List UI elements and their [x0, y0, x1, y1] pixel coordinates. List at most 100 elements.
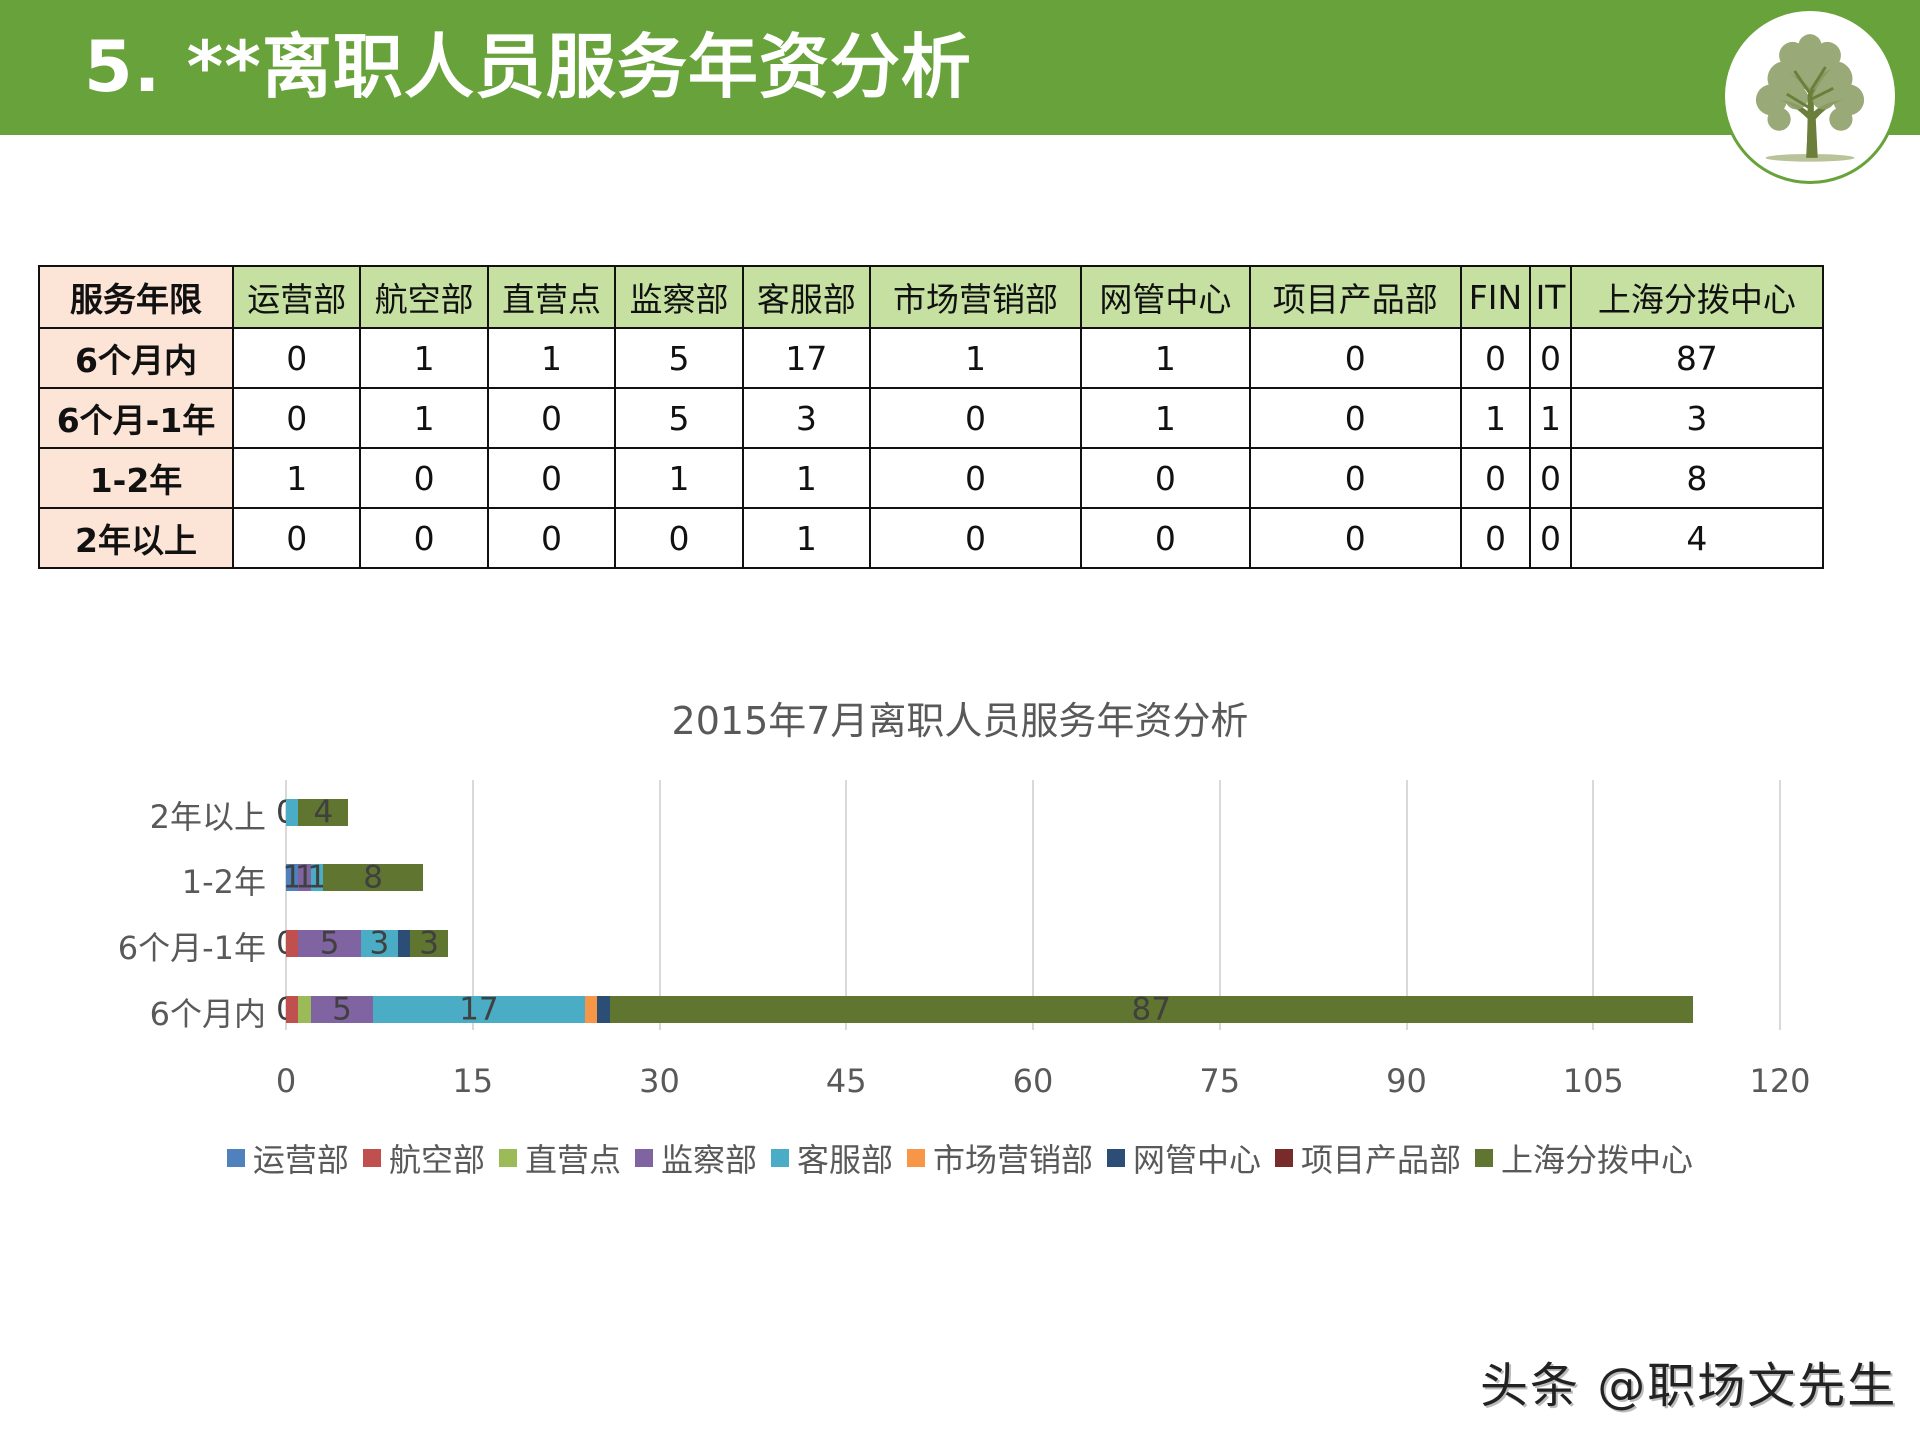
table-header-row: 服务年限 运营部 航空部 直营点 监察部 客服部 市场营销部 网管中心 项目产品… — [38, 265, 1825, 329]
column-header: IT — [1529, 265, 1572, 329]
service-tenure-table: 服务年限 运营部 航空部 直营点 监察部 客服部 市场营销部 网管中心 项目产品… — [38, 265, 1825, 569]
table-cell: 0 — [1529, 447, 1572, 509]
stacked-bar: 015313 — [276, 928, 448, 959]
category-label: 1-2年 — [181, 863, 266, 901]
table-cell: 4 — [1569, 507, 1825, 569]
table-cell: 0 — [1079, 447, 1251, 509]
table-cell: 1 — [359, 327, 489, 389]
legend-item: 市场营销部 — [907, 1135, 1093, 1181]
row-header: 2年以上 — [38, 507, 234, 569]
legend-label: 航空部 — [388, 1141, 485, 1179]
table-cell: 1 — [359, 387, 489, 449]
legend-item: 项目产品部 — [1275, 1135, 1461, 1181]
legend-label: 网管中心 — [1133, 1141, 1262, 1179]
bar-segment: 1 — [597, 996, 610, 1023]
column-header: 运营部 — [231, 265, 362, 329]
legend-item: 上海分拨中心 — [1475, 1135, 1693, 1181]
table-row: 1-2年 1 0 0 1 1 0 0 0 0 0 8 — [38, 447, 1825, 509]
column-header: FIN — [1459, 265, 1532, 329]
bar-segment: 3 — [360, 928, 399, 959]
bar-segment: 87 — [609, 991, 1693, 1027]
legend-label: 运营部 — [252, 1141, 349, 1179]
table-row: 6个月-1年 0 1 0 5 3 0 1 0 1 1 3 — [38, 387, 1825, 449]
chart-legend: 运营部 航空部 直营点 监察部 客服部 市场营销部 网管中心 项目产品部 上海分拨中心 — [0, 1135, 1920, 1181]
legend-label: 直营点 — [524, 1141, 621, 1179]
table-cell: 0 — [1459, 447, 1532, 509]
chart-title: 2015年7月离职人员服务年资分析 — [671, 699, 1249, 743]
bar-segment: 5 — [310, 994, 374, 1025]
watermark: 头条 @职场文先生 — [1480, 1358, 1898, 1414]
table-cell: 1 — [486, 327, 617, 389]
bar-segment: 1 — [584, 996, 598, 1023]
gridline — [1405, 780, 1408, 1030]
bar-segment: 1 — [298, 996, 311, 1023]
bar-segment: 1 — [282, 862, 302, 893]
bar-segment: 1 — [307, 862, 327, 893]
category-label: 6个月内 — [149, 995, 266, 1033]
table-cell: 0 — [869, 507, 1082, 569]
table-cell: 0 — [486, 447, 617, 509]
stacked-bar: 0115171187 — [276, 991, 1693, 1027]
gridline — [471, 780, 474, 1030]
gridline — [1032, 780, 1034, 1030]
table-cell: 5 — [614, 327, 744, 389]
table-cell: 17 — [741, 327, 872, 389]
x-tick-label: 0 — [275, 1062, 297, 1100]
table-cell: 1 — [869, 327, 1082, 389]
data-label: 4 — [313, 794, 334, 830]
data-label: 1 — [294, 859, 315, 895]
bar-segment: 4 — [298, 794, 349, 830]
table-cell: 1 — [741, 447, 872, 509]
table-row: 6个月内 0 1 1 5 17 1 1 0 0 0 87 — [38, 327, 1825, 389]
bar-segment: 1 — [286, 930, 299, 957]
legend-item: 网管中心 — [1107, 1135, 1261, 1181]
column-header: 市场营销部 — [869, 265, 1082, 329]
legend-swatch-icon — [1107, 1149, 1126, 1167]
table-cell: 1 — [1529, 387, 1572, 449]
table-cell: 1 — [614, 447, 744, 509]
table-cell: 0 — [1248, 447, 1462, 509]
gridline — [1592, 780, 1595, 1030]
gridline — [845, 780, 848, 1030]
legend-swatch-icon — [770, 1149, 789, 1167]
stacked-bar: 10118 — [282, 859, 423, 895]
table-cell: 0 — [231, 387, 362, 449]
legend-label: 项目产品部 — [1301, 1141, 1462, 1179]
table-cell: 3 — [1569, 387, 1825, 449]
table-cell: 0 — [486, 507, 617, 569]
legend-item: 客服部 — [770, 1135, 893, 1181]
legend-label: 市场营销部 — [933, 1141, 1094, 1179]
column-header: 直营点 — [486, 265, 617, 329]
data-label: 87 — [1131, 991, 1171, 1027]
x-tick-label: 105 — [1562, 1062, 1624, 1100]
table-cell: 0 — [869, 447, 1082, 509]
x-tick-label: 45 — [825, 1062, 867, 1100]
legend-item: 直营点 — [498, 1135, 621, 1181]
page-title: 5. **离职人员服务年资分析 — [84, 26, 972, 108]
bar-segment: 1 — [286, 799, 299, 826]
legend-item: 监察部 — [634, 1135, 757, 1181]
bar-segment: 5 — [298, 928, 361, 959]
data-label: 8 — [363, 859, 383, 895]
bar-segment: 1 — [286, 996, 299, 1023]
legend-swatch-icon — [907, 1149, 925, 1167]
table-row: 2年以上 0 0 0 0 1 0 0 0 0 0 4 — [38, 507, 1825, 569]
table-cell: 0 — [1529, 327, 1572, 389]
legend-label: 监察部 — [660, 1141, 757, 1179]
x-tick-label: 90 — [1386, 1062, 1427, 1100]
stacked-bar: 0014 — [276, 794, 349, 830]
gridline — [1779, 780, 1781, 1030]
gridline — [1218, 780, 1221, 1030]
table-cell: 0 — [1459, 507, 1532, 569]
gridline — [285, 780, 287, 1030]
legend-label: 上海分拨中心 — [1501, 1141, 1694, 1179]
x-tick-label: 15 — [452, 1062, 494, 1100]
table-cell: 0 — [1079, 507, 1251, 569]
legend-swatch-icon — [1275, 1149, 1294, 1167]
table-corner-header: 服务年限 — [38, 265, 234, 329]
column-header: 客服部 — [741, 265, 872, 329]
category-label: 6个月-1年 — [117, 929, 266, 967]
table-cell: 3 — [741, 387, 872, 449]
table-cell: 0 — [869, 387, 1082, 449]
data-label: 1 — [307, 859, 327, 895]
